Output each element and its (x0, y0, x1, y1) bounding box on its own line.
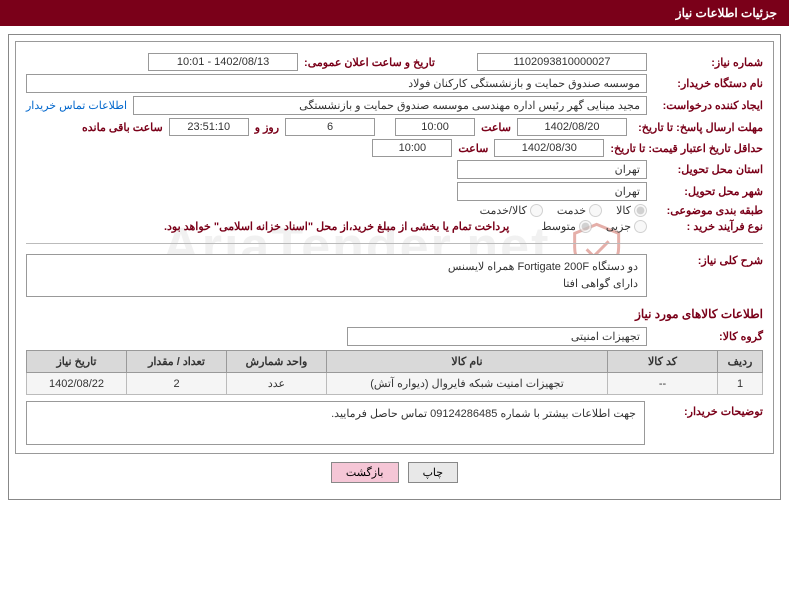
buyer-notes-value: جهت اطلاعات بیشتر با شماره 09124286485 ت… (26, 401, 645, 445)
province-value: تهران (457, 160, 647, 179)
outer-frame: AriaTender.net شماره نیاز: 1102093810000… (8, 34, 781, 500)
radio-input[interactable] (530, 204, 543, 217)
category-option[interactable]: کالا/خدمت (480, 204, 543, 217)
buyer-contact-link[interactable]: اطلاعات تماس خریدار (26, 99, 127, 112)
radio-label: جزیی (606, 220, 631, 233)
city-value: تهران (457, 182, 647, 201)
th-idx: ردیف (718, 351, 763, 373)
td-date: 1402/08/22 (27, 373, 127, 395)
summary-label: شرح کلی نیاز: (653, 254, 763, 267)
province-label: استان محل تحویل: (653, 163, 763, 176)
radio-input[interactable] (634, 220, 647, 233)
price-date-value: 1402/08/30 (494, 139, 604, 157)
th-unit: واحد شمارش (227, 351, 327, 373)
goods-group-value: تجهیزات امنیتی (347, 327, 647, 346)
radio-input[interactable] (579, 220, 592, 233)
row-purchase-type: نوع فرآیند خرید : جزیی متوسط پرداخت تمام … (26, 220, 763, 233)
row-need-number: شماره نیاز: 1102093810000027 تاریخ و ساع… (26, 53, 763, 71)
reply-date-value: 1402/08/20 (517, 118, 627, 136)
remaining-label: ساعت باقی مانده (82, 121, 163, 134)
row-buyer-notes: توضیحات خریدار: جهت اطلاعات بیشتر با شما… (26, 401, 763, 445)
need-number-value: 1102093810000027 (477, 53, 647, 71)
payment-note: پرداخت تمام یا بخشی از مبلغ خرید،از محل … (164, 220, 509, 233)
th-name: نام کالا (327, 351, 608, 373)
summary-value: دو دستگاه Fortigate 200F همراه لایسنسدار… (26, 254, 647, 297)
days-and-label: روز و (255, 121, 279, 134)
days-remaining-value: 6 (285, 118, 375, 136)
ptype-option[interactable]: جزیی (606, 220, 647, 233)
city-label: شهر محل تحویل: (653, 185, 763, 198)
announce-dt-value: 1402/08/13 - 10:01 (148, 53, 298, 71)
countdown-value: 23:51:10 (169, 118, 249, 136)
goods-info-title: اطلاعات کالاهای مورد نیاز (26, 307, 763, 321)
radio-label: کالا/خدمت (480, 204, 527, 217)
row-buyer-org: نام دستگاه خریدار: موسسه صندوق حمایت و ب… (26, 74, 763, 93)
buyer-org-value: موسسه صندوق حمایت و بازنشستگی کارکنان فو… (26, 74, 647, 93)
category-option[interactable]: کالا (616, 204, 647, 217)
td-name: تجهیزات امنیت شبکه فایروال (دیواره آتش) (327, 373, 608, 395)
table-row: 1 -- تجهیزات امنیت شبکه فایروال (دیواره … (27, 373, 763, 395)
row-goods-group: گروه کالا: تجهیزات امنیتی (26, 327, 763, 346)
row-summary: شرح کلی نیاز: دو دستگاه Fortigate 200F ه… (26, 254, 763, 297)
category-label: طبقه بندی موضوعی: (653, 204, 763, 217)
goods-table: ردیف کد کالا نام کالا واحد شمارش تعداد /… (26, 350, 763, 395)
radio-input[interactable] (634, 204, 647, 217)
inner-frame: AriaTender.net شماره نیاز: 1102093810000… (15, 41, 774, 454)
radio-label: خدمت (557, 204, 586, 217)
requester-value: مجید مینایی گهر رئیس اداره مهندسی موسسه … (133, 96, 647, 115)
page-title: جزئیات اطلاعات نیاز (676, 6, 777, 20)
td-idx: 1 (718, 373, 763, 395)
need-number-label: شماره نیاز: (653, 56, 763, 69)
td-code: -- (608, 373, 718, 395)
price-validity-label: حداقل تاریخ اعتبار قیمت: تا تاریخ: (610, 142, 763, 155)
page-header: جزئیات اطلاعات نیاز (0, 0, 789, 26)
row-province: استان محل تحویل: تهران (26, 160, 763, 179)
requester-label: ایجاد کننده درخواست: (653, 99, 763, 112)
ptype-option[interactable]: متوسط (541, 220, 592, 233)
radio-label: متوسط (541, 220, 576, 233)
row-city: شهر محل تحویل: تهران (26, 182, 763, 201)
th-code: کد کالا (608, 351, 718, 373)
category-radio-group: کالا خدمت کالا/خدمت (480, 204, 647, 217)
print-button[interactable]: چاپ (408, 462, 459, 483)
goods-group-label: گروه کالا: (653, 330, 763, 343)
announce-dt-label: تاریخ و ساعت اعلان عمومی: (304, 56, 435, 69)
category-option[interactable]: خدمت (557, 204, 602, 217)
row-requester: ایجاد کننده درخواست: مجید مینایی گهر رئی… (26, 96, 763, 115)
td-unit: عدد (227, 373, 327, 395)
buyer-org-label: نام دستگاه خریدار: (653, 77, 763, 90)
th-date: تاریخ نیاز (27, 351, 127, 373)
row-reply-deadline: مهلت ارسال پاسخ: تا تاریخ: 1402/08/20 سا… (26, 118, 763, 136)
th-qty: تعداد / مقدار (127, 351, 227, 373)
reply-time-label: ساعت (481, 121, 511, 134)
reply-deadline-label: مهلت ارسال پاسخ: تا تاریخ: (633, 121, 763, 134)
back-button[interactable]: بازگشت (331, 462, 399, 483)
button-row: چاپ بازگشت (15, 454, 774, 493)
price-time-value: 10:00 (372, 139, 452, 157)
radio-label: کالا (616, 204, 631, 217)
reply-time-value: 10:00 (395, 118, 475, 136)
buyer-notes-label: توضیحات خریدار: (653, 401, 763, 418)
price-time-label: ساعت (458, 142, 488, 155)
purchase-type-label: نوع فرآیند خرید : (653, 220, 763, 233)
row-price-validity: حداقل تاریخ اعتبار قیمت: تا تاریخ: 1402/… (26, 139, 763, 157)
td-qty: 2 (127, 373, 227, 395)
row-category: طبقه بندی موضوعی: کالا خدمت کالا/خدمت (26, 204, 763, 217)
purchase-type-radio-group: جزیی متوسط (541, 220, 647, 233)
radio-input[interactable] (589, 204, 602, 217)
